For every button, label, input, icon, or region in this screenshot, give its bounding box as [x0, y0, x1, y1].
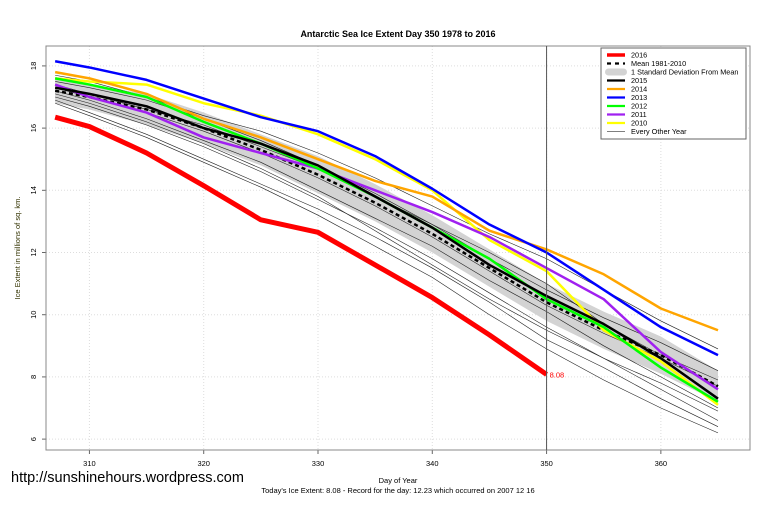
y-axis-label: Ice Extent in millions of sq. km. [13, 197, 22, 300]
series-line-2015 [54, 86, 719, 400]
chart-subtitle: Today's Ice Extent: 8.08 - Record for th… [261, 486, 534, 495]
legend-label: 2012 [631, 102, 647, 111]
other-year-line [55, 93, 719, 412]
legend-box [600, 47, 747, 140]
x-tick-label: 340 [426, 459, 439, 468]
std-dev-band [55, 78, 718, 402]
legend-label: 2010 [631, 119, 647, 128]
series-line-2010 [55, 77, 719, 406]
legend-label: 2013 [631, 93, 647, 102]
legend-label: 1 Standard Deviation From Mean [631, 68, 738, 77]
y-tick-label: 10 [29, 311, 38, 319]
legend-label: 2016 [631, 51, 647, 60]
series-line-2011 [54, 83, 719, 391]
other-year-line [55, 90, 719, 409]
legend-label: 2014 [631, 85, 647, 94]
x-tick-label: 310 [83, 459, 96, 468]
series-line-2013 [54, 60, 719, 357]
current-value-label: 8.08 [550, 370, 565, 379]
watermark-url: http://sunshinehours.wordpress.com [11, 470, 244, 486]
chart-title: Antarctic Sea Ice Extent Day 350 1978 to… [300, 29, 495, 39]
legend-label: Every Other Year [631, 127, 687, 136]
other-year-line [55, 81, 719, 371]
legend-swatch [605, 68, 627, 76]
legend-label: 2015 [631, 76, 647, 85]
x-tick-label: 330 [312, 459, 325, 468]
legend-label: 2011 [631, 110, 647, 119]
x-tick-label: 320 [197, 459, 210, 468]
y-tick-label: 14 [29, 186, 38, 194]
series-line-2016 [54, 114, 548, 377]
plot-frame [45, 45, 751, 451]
other-year-line [55, 96, 719, 421]
legend-label: Mean 1981-2010 [631, 59, 686, 68]
y-tick-label: 8 [29, 375, 38, 379]
y-tick-label: 12 [29, 248, 38, 256]
other-year-line [55, 99, 719, 427]
x-tick-label: 360 [655, 459, 668, 468]
series-line-2014 [54, 70, 719, 332]
y-tick-label: 16 [29, 124, 38, 132]
x-axis-label: Day of Year [379, 476, 418, 485]
y-tick-label: 6 [29, 437, 38, 441]
other-year-line [55, 102, 719, 434]
y-tick-label: 18 [29, 62, 38, 70]
x-tick-label: 350 [540, 459, 553, 468]
